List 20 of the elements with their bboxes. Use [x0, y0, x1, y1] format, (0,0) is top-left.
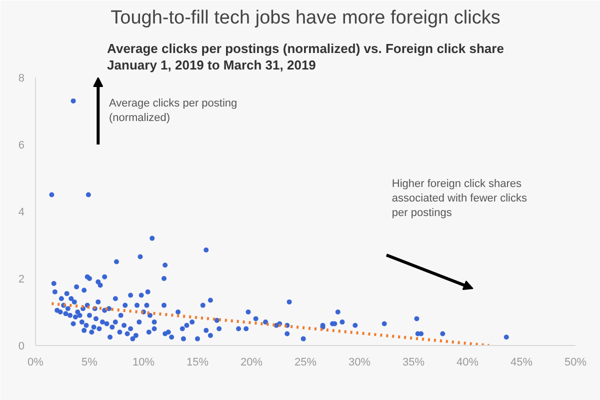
x-tick-label: 25%: [294, 356, 317, 368]
annotation: Average clicks per posting (normalized): [108, 98, 238, 124]
x-tick-label: 5%: [82, 356, 98, 368]
y-tick-label: 8: [18, 72, 25, 84]
annotation: Higher foreign click shares associated with fewer clicks per postings: [392, 178, 528, 219]
chart-subtitle: Average clicks per postings (normalized) vs. Foreign click share January 1, 2019 to March 31, 2019: [107, 41, 504, 72]
x-tick-label: 45%: [510, 356, 533, 368]
x-tick-label: 35%: [402, 356, 425, 368]
y-tick-label: 2: [18, 274, 25, 286]
x-tick-label: 0%: [28, 356, 44, 368]
x-tick-label: 50%: [564, 356, 587, 368]
y-tick-label: 0: [18, 340, 25, 352]
x-tick-label: 10%: [132, 356, 155, 368]
y-tick-label: 4: [18, 206, 25, 218]
x-tick-label: 20%: [240, 356, 263, 368]
chart-title: Tough-to-fill tech jobs have more foreign clicks: [110, 8, 500, 28]
x-tick-label: 30%: [348, 356, 371, 368]
y-tick-label: 6: [18, 140, 25, 152]
x-tick-label: 15%: [186, 356, 209, 368]
x-tick-label: 40%: [456, 356, 479, 368]
